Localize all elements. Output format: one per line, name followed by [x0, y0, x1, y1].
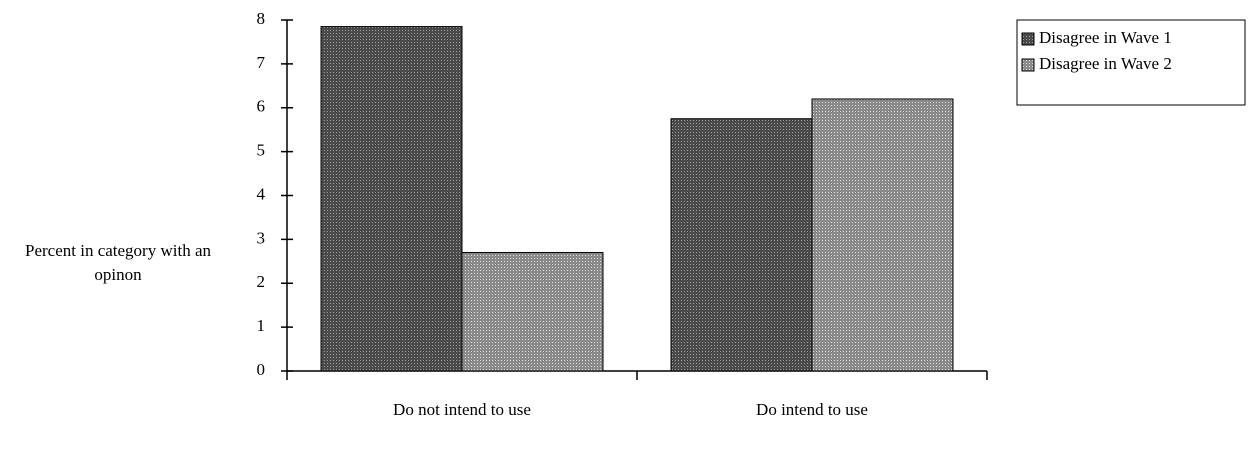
y-tick-label: 0	[257, 360, 266, 379]
y-tick-label: 2	[257, 272, 266, 291]
bar	[670, 118, 813, 372]
bar	[461, 252, 604, 372]
y-tick-label: 8	[257, 9, 266, 28]
legend-box	[1016, 19, 1246, 106]
y-tick-label: 7	[257, 53, 266, 72]
x-tick-label: Do not intend to use	[393, 400, 531, 419]
bar	[811, 98, 954, 372]
y-tick-label: 5	[257, 141, 266, 160]
legend-label: Disagree in Wave 1	[1039, 28, 1172, 47]
bar	[320, 26, 463, 372]
y-axis-label: Percent in category with an opinon	[25, 241, 211, 284]
y-tick-label: 3	[257, 228, 266, 247]
x-tick-label: Do intend to use	[756, 400, 868, 419]
legend-swatch	[1021, 58, 1035, 72]
y-tick-label: 6	[257, 97, 266, 116]
y-tick-label: 1	[257, 316, 266, 335]
legend-swatch	[1021, 32, 1035, 46]
y-tick-label: 4	[257, 184, 266, 203]
legend-label: Disagree in Wave 2	[1039, 54, 1172, 73]
